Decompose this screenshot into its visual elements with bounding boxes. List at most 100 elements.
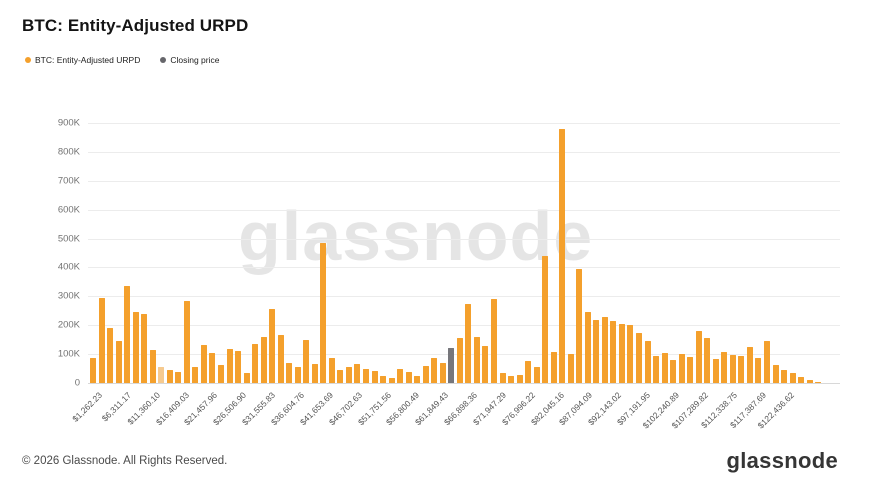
- gridline-700K: [88, 180, 840, 182]
- y-tick-label: 700K: [57, 175, 80, 187]
- urpd-bar[interactable]: [209, 352, 216, 383]
- urpd-bar[interactable]: [542, 255, 549, 383]
- urpd-bar[interactable]: [141, 313, 148, 383]
- urpd-bar[interactable]: [465, 303, 472, 383]
- urpd-bar[interactable]: [158, 367, 165, 383]
- urpd-bar[interactable]: [627, 325, 634, 383]
- urpd-bar[interactable]: [132, 312, 139, 383]
- urpd-bar[interactable]: [473, 336, 480, 383]
- legend-item-closing-price[interactable]: Closing price: [160, 55, 219, 65]
- urpd-bar[interactable]: [601, 316, 608, 383]
- urpd-bar[interactable]: [755, 357, 762, 383]
- urpd-bar[interactable]: [90, 358, 96, 383]
- urpd-series-dot-icon: [25, 57, 31, 63]
- urpd-bar[interactable]: [763, 340, 770, 383]
- urpd-bar[interactable]: [661, 353, 668, 383]
- urpd-bar[interactable]: [311, 364, 318, 383]
- urpd-bar[interactable]: [636, 333, 642, 383]
- y-tick-label: 900K: [57, 117, 80, 129]
- urpd-bar[interactable]: [405, 372, 412, 383]
- urpd-bar[interactable]: [738, 356, 745, 383]
- urpd-bar[interactable]: [525, 361, 532, 383]
- urpd-bar[interactable]: [550, 352, 557, 383]
- urpd-bar[interactable]: [277, 335, 284, 383]
- urpd-bar[interactable]: [166, 370, 173, 383]
- urpd-bar[interactable]: [533, 366, 540, 383]
- urpd-bar[interactable]: [499, 373, 506, 383]
- urpd-bar[interactable]: [431, 358, 438, 383]
- urpd-bar[interactable]: [482, 346, 489, 383]
- urpd-bar[interactable]: [294, 367, 301, 383]
- urpd-bar[interactable]: [704, 337, 711, 383]
- urpd-bar[interactable]: [746, 347, 753, 383]
- urpd-bar[interactable]: [371, 371, 378, 383]
- urpd-bar[interactable]: [363, 369, 369, 383]
- urpd-bar[interactable]: [593, 320, 600, 383]
- legend-item-urpd[interactable]: BTC: Entity-Adjusted URPD: [25, 55, 140, 65]
- urpd-bar[interactable]: [380, 375, 387, 383]
- urpd-bar[interactable]: [303, 339, 310, 383]
- urpd-bar[interactable]: [781, 369, 788, 383]
- urpd-bar[interactable]: [806, 379, 813, 383]
- urpd-bar[interactable]: [320, 242, 327, 383]
- urpd-bar[interactable]: [439, 362, 446, 383]
- urpd-bar[interactable]: [559, 128, 566, 383]
- urpd-bar[interactable]: [508, 376, 515, 383]
- gridline-900K: [88, 123, 840, 124]
- gridline-200K: [88, 325, 840, 327]
- urpd-bar[interactable]: [200, 345, 207, 383]
- urpd-bar[interactable]: [653, 355, 660, 383]
- urpd-bar[interactable]: [235, 350, 242, 383]
- urpd-bar[interactable]: [576, 269, 583, 383]
- urpd-bar[interactable]: [226, 348, 233, 383]
- urpd-bar[interactable]: [397, 368, 404, 383]
- urpd-bar[interactable]: [789, 372, 796, 383]
- urpd-bar[interactable]: [798, 377, 805, 383]
- urpd-bar[interactable]: [422, 365, 429, 383]
- urpd-bar[interactable]: [584, 312, 591, 383]
- y-tick-label: 500K: [57, 233, 80, 245]
- urpd-bar[interactable]: [269, 309, 276, 383]
- urpd-bar[interactable]: [354, 364, 361, 383]
- urpd-bar[interactable]: [149, 349, 156, 383]
- urpd-bar[interactable]: [456, 338, 463, 383]
- urpd-bar[interactable]: [183, 300, 190, 383]
- y-tick-label: 0: [74, 377, 80, 389]
- urpd-bar[interactable]: [328, 357, 335, 383]
- legend-label-urpd: BTC: Entity-Adjusted URPD: [35, 55, 141, 65]
- urpd-bar[interactable]: [217, 365, 224, 383]
- urpd-bar[interactable]: [670, 359, 677, 383]
- urpd-bar[interactable]: [712, 359, 719, 383]
- urpd-bar[interactable]: [107, 328, 114, 383]
- urpd-bar[interactable]: [192, 367, 199, 383]
- urpd-bar[interactable]: [687, 357, 694, 383]
- closing-price-bar[interactable]: [448, 348, 455, 383]
- urpd-bar[interactable]: [610, 320, 617, 383]
- closing-price-series-dot-icon: [160, 57, 167, 63]
- urpd-bar[interactable]: [815, 381, 822, 383]
- urpd-bar[interactable]: [98, 297, 105, 383]
- urpd-bar[interactable]: [115, 341, 122, 383]
- urpd-bar[interactable]: [721, 352, 728, 383]
- urpd-bar[interactable]: [260, 337, 267, 383]
- urpd-bar[interactable]: [772, 365, 779, 383]
- urpd-bar[interactable]: [124, 286, 131, 383]
- urpd-bar[interactable]: [695, 331, 702, 383]
- urpd-bar[interactable]: [567, 353, 574, 383]
- urpd-bar[interactable]: [490, 299, 497, 383]
- urpd-bar[interactable]: [286, 362, 293, 383]
- urpd-bar[interactable]: [729, 355, 736, 383]
- urpd-bar[interactable]: [678, 354, 685, 383]
- urpd-bar[interactable]: [252, 344, 259, 383]
- y-tick-label: 200K: [57, 319, 80, 331]
- urpd-bar[interactable]: [345, 366, 352, 383]
- urpd-bar[interactable]: [516, 374, 523, 383]
- urpd-bar[interactable]: [644, 341, 651, 383]
- urpd-bar[interactable]: [618, 324, 625, 383]
- urpd-bar[interactable]: [337, 370, 344, 383]
- urpd-bar[interactable]: [243, 372, 250, 383]
- urpd-bar[interactable]: [414, 375, 421, 383]
- urpd-bar[interactable]: [175, 372, 182, 383]
- urpd-bar[interactable]: [388, 378, 395, 383]
- gridline-500K: [88, 238, 840, 240]
